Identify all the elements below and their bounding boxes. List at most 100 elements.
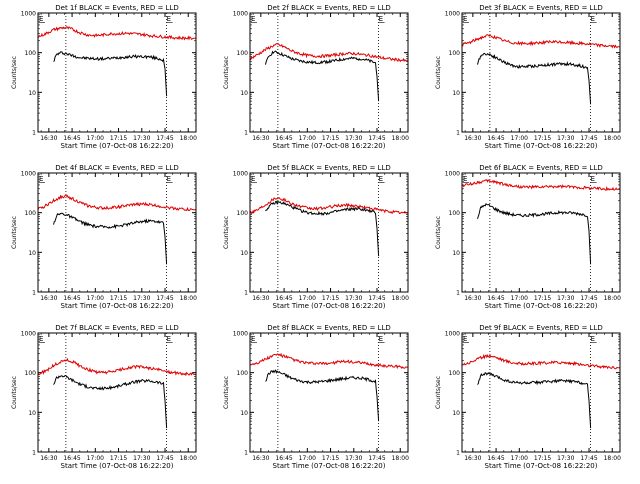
events-series-line (265, 200, 380, 257)
events-series-line (477, 202, 592, 265)
y-tick-label: 100 (449, 210, 461, 217)
detector-panel: Det 7f BLACK = Events, RED = LLD 1 10 100 10… (11, 324, 197, 470)
y-tick-label: 10 (28, 250, 36, 257)
x-tick-label: 16:45 (63, 295, 80, 302)
x-tick-label: 17:30 (557, 295, 574, 302)
x-tick-label: 17:00 (299, 295, 316, 302)
plot-frame (37, 332, 197, 453)
y-tick-label: 100 (237, 210, 249, 217)
y-axis-label: Counts/sec (223, 216, 230, 249)
panel-title: Det 1f BLACK = Events, RED = LLD (55, 4, 178, 12)
y-tick-label: 1000 (233, 331, 248, 338)
x-axis-label: Start Time (07-Oct-08 16:22:20) (61, 462, 174, 470)
x-axis-label: Start Time (07-Oct-08 16:22:20) (485, 142, 598, 150)
detector-panel: Det 8f BLACK = Events, RED = LLD 1 10 100 10… (223, 324, 409, 470)
detector-panel: Det 2f BLACK = Events, RED = LLD 1 10 100 10… (223, 4, 409, 150)
x-tick-label: 17:15 (110, 295, 127, 302)
panel-title: Det 8f BLACK = Events, RED = LLD (267, 324, 390, 332)
plot-frame (249, 332, 409, 453)
y-axis-label: Counts/sec (435, 56, 442, 89)
x-tick-label: 17:00 (87, 295, 104, 302)
lld-series-line (249, 197, 408, 215)
y-tick-label: 10 (452, 90, 460, 97)
events-series-line (265, 50, 380, 102)
x-tick-label: 16:30 (252, 455, 269, 462)
x-tick-label: 17:30 (557, 135, 574, 142)
x-tick-label: 16:30 (40, 135, 57, 142)
x-tick-label: 17:45 (368, 295, 385, 302)
x-tick-label: 17:15 (534, 455, 551, 462)
e-marker-label: E (39, 15, 43, 23)
x-tick-label: 16:30 (40, 295, 57, 302)
x-tick-label: 17:00 (87, 455, 104, 462)
x-tick-label: 17:45 (580, 135, 597, 142)
x-tick-label: 17:15 (534, 135, 551, 142)
e-marker-label: E (591, 335, 595, 343)
y-tick-label: 100 (237, 370, 249, 377)
x-tick-label: 16:30 (464, 455, 481, 462)
x-tick-label: 16:45 (275, 455, 292, 462)
y-tick-label: 1 (456, 130, 460, 137)
x-tick-label: 17:45 (368, 455, 385, 462)
x-tick-label: 17:45 (580, 455, 597, 462)
x-axis-label: Start Time (07-Oct-08 16:22:20) (273, 142, 386, 150)
e-marker-label: E (39, 335, 43, 343)
y-tick-label: 1 (244, 290, 248, 297)
panel-title: Det 3f BLACK = Events, RED = LLD (479, 4, 602, 12)
panel-title: Det 7f BLACK = Events, RED = LLD (55, 324, 178, 332)
x-tick-label: 17:30 (345, 455, 362, 462)
x-tick-label: 17:30 (345, 295, 362, 302)
x-tick-label: 17:00 (87, 135, 104, 142)
y-tick-label: 10 (28, 90, 36, 97)
x-tick-label: 17:00 (511, 135, 528, 142)
x-tick-label: 17:15 (110, 135, 127, 142)
y-tick-label: 100 (25, 370, 37, 377)
events-series-line (53, 375, 168, 429)
y-tick-label: 1000 (445, 11, 460, 18)
detector-panel: Det 5f BLACK = Events, RED = LLD 1 10 100 10… (223, 164, 409, 310)
x-tick-label: 17:45 (156, 455, 173, 462)
y-tick-label: 100 (449, 50, 461, 57)
x-tick-label: 17:15 (322, 455, 339, 462)
x-tick-label: 18:00 (180, 135, 197, 142)
x-tick-label: 17:30 (345, 135, 362, 142)
e-marker-label: E (591, 175, 595, 183)
e-marker-label: E (463, 175, 467, 183)
events-series-line (53, 212, 168, 265)
x-axis-label: Start Time (07-Oct-08 16:22:20) (485, 302, 598, 310)
x-tick-label: 18:00 (180, 455, 197, 462)
y-tick-label: 1 (32, 290, 36, 297)
x-tick-label: 18:00 (180, 295, 197, 302)
y-axis-label: Counts/sec (223, 376, 230, 409)
panel-title: Det 9f BLACK = Events, RED = LLD (479, 324, 602, 332)
x-tick-label: 17:30 (133, 295, 150, 302)
y-tick-label: 1 (456, 290, 460, 297)
plot-frame (37, 12, 197, 133)
events-series-line (477, 52, 592, 105)
y-tick-label: 100 (25, 210, 37, 217)
x-tick-label: 17:45 (156, 135, 173, 142)
e-marker-label: E (251, 175, 255, 183)
detector-panel: Det 4f BLACK = Events, RED = LLD 1 10 100 10… (11, 164, 197, 310)
y-tick-label: 1000 (233, 11, 248, 18)
x-tick-label: 17:30 (133, 455, 150, 462)
y-tick-label: 10 (240, 250, 248, 257)
y-tick-label: 10 (452, 250, 460, 257)
e-marker-label: E (591, 15, 595, 23)
y-tick-label: 1 (32, 130, 36, 137)
panel-title: Det 2f BLACK = Events, RED = LLD (267, 4, 390, 12)
y-tick-label: 1 (456, 450, 460, 457)
detector-panel: Det 9f BLACK = Events, RED = LLD 1 10 100 10… (435, 324, 621, 470)
y-axis-label: Counts/sec (435, 216, 442, 249)
x-tick-label: 16:45 (275, 295, 292, 302)
x-tick-label: 17:15 (534, 295, 551, 302)
x-tick-label: 16:30 (464, 135, 481, 142)
x-tick-label: 17:00 (299, 455, 316, 462)
y-tick-label: 100 (237, 50, 249, 57)
x-tick-label: 16:45 (63, 455, 80, 462)
x-tick-label: 17:00 (511, 295, 528, 302)
y-tick-label: 10 (240, 410, 248, 417)
y-tick-label: 1000 (21, 171, 36, 178)
e-marker-label: E (39, 175, 43, 183)
